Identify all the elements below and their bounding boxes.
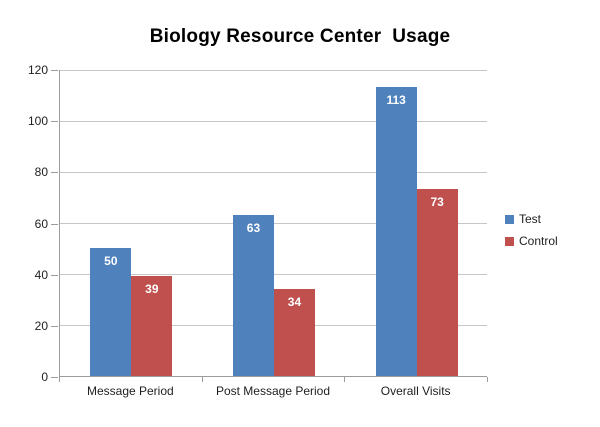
y-axis-tick-label: 80 (34, 165, 48, 180)
bar-control: 34 (273, 289, 315, 376)
legend-label: Test (519, 212, 542, 226)
bar-value-label: 39 (145, 282, 159, 296)
y-axis-tick-label: 100 (27, 114, 48, 129)
x-axis-category-label: Post Message Period (215, 384, 331, 398)
x-axis-category-label: Overall Visits (380, 384, 451, 398)
x-axis-tick (201, 377, 203, 382)
plot-area: 50 39 63 34 113 73 (59, 69, 488, 377)
y-axis-tick (51, 70, 58, 71)
bar-group: 63 34 (203, 70, 346, 376)
bar-value-label: 73 (430, 195, 444, 209)
legend-item-control: Control (505, 235, 558, 248)
bar-test: 50 (90, 248, 132, 376)
x-axis-tick (59, 377, 60, 382)
bar-value-label: 113 (386, 93, 406, 107)
bar-test: 63 (232, 215, 274, 376)
legend-label: Control (519, 234, 558, 248)
legend-swatch (505, 237, 514, 246)
bar-group: 113 73 (345, 70, 488, 376)
bar-control: 73 (416, 189, 458, 376)
y-axis-tick-label: 120 (27, 63, 48, 77)
bar-group: 50 39 (60, 70, 203, 376)
y-axis-tick (51, 325, 58, 327)
bar-value-label: 50 (104, 254, 118, 268)
y-axis-tick (51, 377, 58, 378)
x-axis-tick (487, 377, 488, 382)
x-axis-tick (344, 377, 346, 382)
y-axis-tick-label: 40 (34, 267, 48, 282)
bar-value-label: 34 (287, 295, 302, 309)
bar-control: 39 (131, 276, 173, 376)
y-axis-tick-label: 20 (34, 318, 48, 333)
x-axis-category-label: Message Period (86, 384, 174, 398)
bar-value-label: 63 (246, 221, 261, 235)
gridline (60, 120, 487, 122)
legend-swatch (505, 215, 514, 224)
legend-item-test: Test (505, 213, 558, 226)
bar-test: 113 (375, 87, 417, 376)
y-axis-tick-label: 0 (41, 370, 48, 384)
legend: Test Control (505, 213, 558, 248)
y-axis-tick (51, 223, 58, 225)
y-axis-tick-label: 60 (34, 216, 48, 231)
chart-title: Biology Resource Center Usage (149, 26, 451, 47)
gridline (60, 69, 487, 71)
y-axis-tick (51, 172, 58, 174)
y-axis-tick (51, 121, 58, 123)
gridline (60, 171, 487, 173)
y-axis-tick (51, 274, 58, 276)
